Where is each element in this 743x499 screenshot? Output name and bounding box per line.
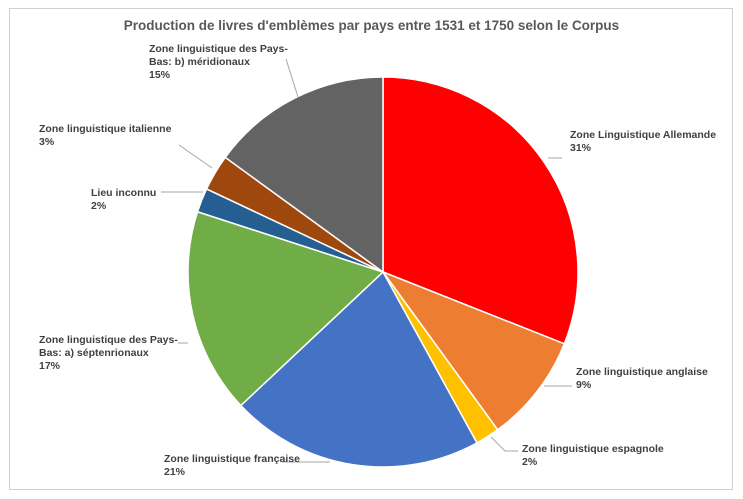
leader-line bbox=[490, 436, 518, 452]
slice-label: Zone linguistique anglaise 9% bbox=[576, 366, 708, 391]
pie-slice bbox=[224, 76, 384, 274]
leader-line bbox=[285, 58, 299, 98]
slice-percent: 9% bbox=[576, 379, 592, 391]
slice-label: Zone linguistique des Pays-Bas: b) mérid… bbox=[149, 43, 288, 81]
slice-name-line: Zone linguistique française bbox=[164, 453, 300, 465]
slice-percent: 3% bbox=[39, 136, 55, 148]
slice-name-line: Zone linguistique italienne bbox=[39, 123, 172, 135]
pie-slice bbox=[239, 270, 478, 468]
slice-label: Zone linguistique des Pays-Bas: a) sépte… bbox=[39, 334, 178, 372]
leader-line bbox=[178, 144, 213, 169]
slice-percent: 2% bbox=[522, 456, 538, 468]
slice-percent: 15% bbox=[149, 69, 171, 81]
pie-slice bbox=[380, 270, 566, 431]
slice-name-line: Bas: a) séptenrionaux bbox=[39, 347, 149, 359]
slice-name-line: Zone linguistique anglaise bbox=[576, 366, 708, 378]
leader-lines bbox=[161, 58, 572, 463]
pie-slices bbox=[187, 76, 579, 468]
slice-name-line: Zone Linguistique Allemande bbox=[570, 129, 716, 141]
slice-label: Lieu inconnu 2% bbox=[91, 187, 156, 212]
slice-label: Zone linguistique française 21% bbox=[164, 453, 300, 478]
slice-name-line: Bas: b) méridionaux bbox=[149, 56, 250, 68]
slice-percent: 2% bbox=[91, 200, 107, 212]
slice-name-line: Zone linguistique des Pays- bbox=[149, 43, 288, 55]
slice-label: Zone linguistique espagnole 2% bbox=[522, 443, 664, 468]
slice-labels: Zone Linguistique Allemande 31% Zone lingu… bbox=[39, 43, 716, 478]
slice-percent: 17% bbox=[39, 360, 61, 372]
slice-percent: 21% bbox=[164, 466, 186, 478]
slice-name-line: Zone linguistique des Pays- bbox=[39, 334, 178, 346]
pie-slice bbox=[187, 210, 385, 407]
slice-name-line: Lieu inconnu bbox=[91, 187, 156, 199]
chart-title: Production de livres d'emblèmes par pays… bbox=[123, 18, 620, 33]
slice-name-line: Zone linguistique espagnole bbox=[522, 443, 664, 455]
pie-slice bbox=[382, 76, 579, 345]
slice-label: Zone Linguistique Allemande 31% bbox=[570, 129, 716, 154]
slice-percent: 31% bbox=[570, 142, 592, 154]
slice-label: Zone linguistique italienne 3% bbox=[39, 123, 172, 148]
